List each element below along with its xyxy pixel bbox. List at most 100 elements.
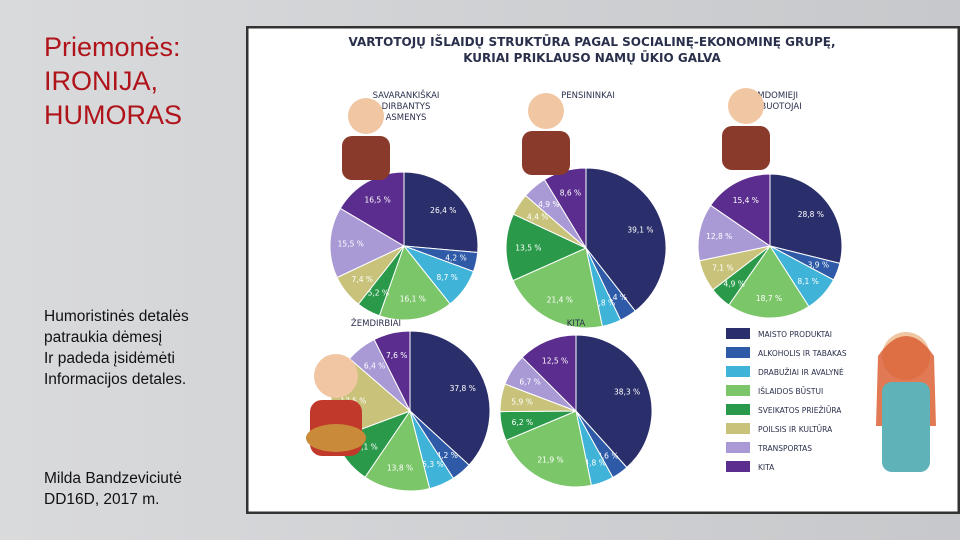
slice-label: 39,1 % <box>627 225 653 234</box>
title-line: Priemonės: <box>44 32 181 62</box>
legend-label: TRANSPORTAS <box>757 444 812 453</box>
pie-slice <box>329 207 406 279</box>
slice-label: 16,1 % <box>400 295 426 304</box>
slice-label: 16,5 % <box>364 196 390 205</box>
slide-title: Priemonės: IRONIJA, HUMORAS <box>44 30 182 132</box>
slice-label: 6,4 % <box>364 362 385 371</box>
pie-slice <box>585 167 667 312</box>
figure-body <box>522 131 570 175</box>
body-line: Ir padeda įsidėmėti <box>44 350 175 367</box>
body-line: patraukia dėmesį <box>44 329 163 346</box>
body-line: Humoristinės detalės <box>44 308 189 325</box>
group-name: ASMENYS <box>386 113 427 123</box>
slice-label: 3,8 % <box>594 299 615 308</box>
pie-slice <box>505 410 593 488</box>
figure-body <box>342 136 390 180</box>
body-text: Humoristinės detalės patraukia dėmesį Ir… <box>44 306 189 390</box>
slice-label: 28,8 % <box>798 210 824 219</box>
body-line: Informacijos detales. <box>44 371 187 388</box>
pie-slice <box>512 247 603 329</box>
slice-label: 4,9 % <box>538 200 559 209</box>
pie-slice <box>697 204 772 262</box>
slice-label: 6,7 % <box>519 377 540 386</box>
slice-label: 3,4 % <box>606 293 627 302</box>
slice-label: 18,7 % <box>756 294 782 303</box>
pie-slice <box>373 330 411 412</box>
slice-label: 21,4 % <box>547 295 573 304</box>
slice-label: 4,4 % <box>527 213 548 222</box>
basket <box>306 424 366 452</box>
author-line: DD16D, 2017 m. <box>44 491 160 508</box>
slice-label: 10,1 % <box>352 443 378 452</box>
slice-label: 5,2 % <box>368 289 389 298</box>
slice-label: 3,9 % <box>808 261 829 270</box>
slice-label: 12,5 % <box>542 356 568 365</box>
slice-label: 7,4 % <box>352 275 373 284</box>
figure-body <box>882 382 930 472</box>
legend-swatch <box>726 347 750 358</box>
legend-label: MAISTO PRODUKTAI <box>758 330 832 339</box>
legend-swatch <box>726 328 750 339</box>
title-line: HUMORAS <box>44 100 183 130</box>
group-name: SAMDOMIEJI <box>746 91 798 101</box>
legend-label: ALKOHOLIS IR TABAKAS <box>758 349 847 358</box>
slice-label: 6,2 % <box>512 418 533 427</box>
legend-swatch <box>726 385 750 396</box>
slice-label: 8,1 % <box>797 277 818 286</box>
figure-body <box>722 126 770 170</box>
slice-label: 7,1 % <box>712 264 733 273</box>
legend-label: SVEIKATOS PRIEŽIŪRA <box>758 406 842 415</box>
pie-slice <box>409 330 491 466</box>
legend-swatch <box>726 404 750 415</box>
infographic-title: KURIAI PRIKLAUSO NAMŲ ŪKIO GALVA <box>463 50 721 65</box>
pie-slice <box>521 334 577 413</box>
infographic: VARTOTOJŲ IŠLAIDŲ STRUKTŪRA PAGAL SOCIAL… <box>246 26 960 514</box>
legend-swatch <box>726 442 750 453</box>
slice-label: 12,8 % <box>706 232 732 241</box>
slice-label: 8,7 % <box>436 273 457 282</box>
slice-label: 4,2 % <box>445 254 466 263</box>
pie-slice <box>505 213 588 282</box>
slice-label: 26,4 % <box>430 206 456 215</box>
pie-slice <box>728 245 810 319</box>
pie-slice <box>364 409 431 492</box>
figure-head <box>728 88 764 124</box>
slice-label: 7,6 % <box>386 351 407 360</box>
group-name: PENSININKAI <box>561 91 615 101</box>
figure-head <box>348 98 384 134</box>
pie-slice <box>709 173 771 247</box>
legend-swatch <box>726 423 750 434</box>
pie-slice <box>403 171 479 254</box>
slice-label: 37,8 % <box>450 384 476 393</box>
legend-label: DRABUŽIAI IR AVALYNĖ <box>758 368 844 377</box>
legend-swatch <box>726 366 750 377</box>
infographic-title: VARTOTOJŲ IŠLAIDŲ STRUKTŪRA PAGAL SOCIAL… <box>348 34 835 49</box>
slice-label: 15,5 % <box>338 239 364 248</box>
legend-swatch <box>726 461 750 472</box>
legend-label: POILSIS IR KULTŪRA <box>758 425 833 434</box>
slice-label: 13,5 % <box>515 244 541 253</box>
author-line: Milda Bandzeviciutė <box>44 470 182 487</box>
figure-head <box>314 354 358 398</box>
pie-slice <box>575 334 653 469</box>
author: Milda Bandzeviciutė DD16D, 2017 m. <box>44 468 182 510</box>
slice-label: 4,2 % <box>436 451 457 460</box>
title-line: IRONIJA, <box>44 66 159 96</box>
slice-label: 8,6 % <box>560 189 581 198</box>
slice-label: 4,8 % <box>584 458 605 467</box>
slice-label: 3,6 % <box>597 452 618 461</box>
slice-label: 4,9 % <box>723 279 744 288</box>
slice-label: 21,9 % <box>537 455 563 464</box>
group-name: DARBUOTOJAI <box>742 102 801 112</box>
legend-label: IŠLAIDOS BŪSTUI <box>758 387 823 396</box>
pie-slice <box>378 244 451 321</box>
group-name: KITA <box>567 319 586 329</box>
group-name: SAVARANKIŠKAI <box>373 89 440 101</box>
group-name: DIRBANTYS <box>382 102 431 112</box>
slice-label: 5,9 % <box>511 397 532 406</box>
slice-label: 38,3 % <box>614 387 640 396</box>
slice-label: 5,3 % <box>422 460 443 469</box>
slice-label: 13,8 % <box>387 464 413 473</box>
group-name: ŽEMDIRBIAI <box>351 317 401 329</box>
